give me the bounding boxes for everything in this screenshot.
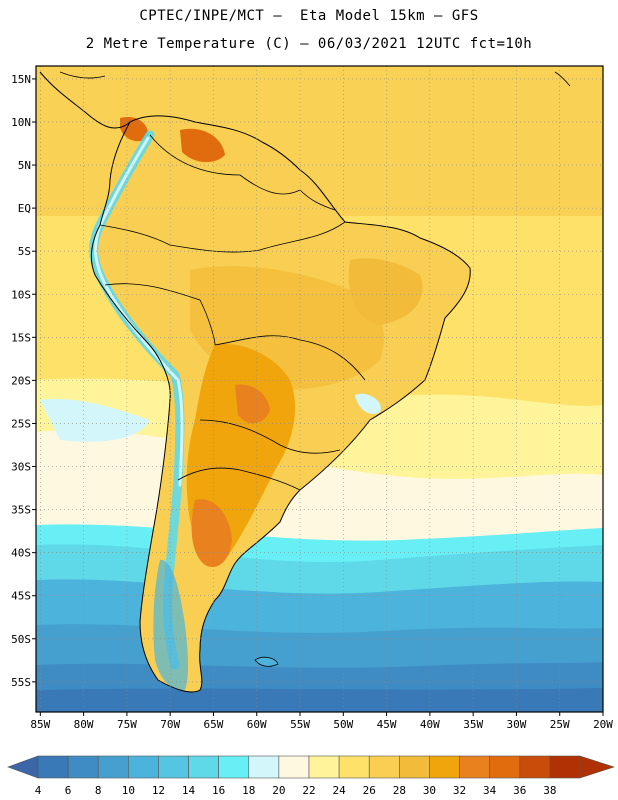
map-title-line-2: 2 Metre Temperature (C) – 06/03/2021 12U… — [85, 36, 533, 52]
colorbar-swatch — [67, 755, 99, 779]
colorbar-swatch — [429, 755, 460, 779]
country-borders — [99, 134, 366, 491]
falkland-islands — [254, 656, 279, 667]
caribbean-islands — [59, 71, 106, 79]
lat-label: 15S — [11, 331, 31, 344]
colorbar-label: 38 — [543, 784, 556, 797]
temperature-region-northeast-brazil — [348, 258, 423, 325]
lat-label: 40S — [11, 547, 31, 560]
lat-label: 15N — [11, 73, 31, 86]
central-america-coast — [39, 71, 131, 129]
graticule — [36, 66, 603, 712]
lon-label: 25W — [550, 718, 570, 731]
colorbar-swatch — [97, 755, 129, 779]
colorbar-swatch — [128, 755, 159, 779]
colorbar-swatch — [338, 755, 370, 779]
colorbar-label: 10 — [122, 784, 135, 797]
colorbar: 4 6 8 10 12 14 16 18 20 22 24 26 28 30 32 34 36 38 — [7, 755, 615, 797]
andes-snow-ridge — [94, 136, 184, 487]
colorbar-swatch — [459, 755, 490, 779]
colorbar-label: 16 — [212, 784, 225, 797]
colorbar-swatch — [308, 755, 340, 779]
map-frame — [35, 65, 604, 713]
temperature-region-pampas — [191, 499, 232, 568]
colorbar-swatch — [188, 755, 219, 779]
colorbar-label: 32 — [453, 784, 466, 797]
lat-label: 5S — [18, 245, 31, 258]
temperature-region-venezuela — [180, 128, 225, 163]
lat-label: 50S — [11, 633, 31, 646]
lon-label: 50W — [333, 718, 353, 731]
colorbar-swatch — [218, 755, 250, 779]
map-title-line-1: CPTEC/INPE/MCT – Eta Model 15km – GFS — [139, 8, 479, 24]
lon-label: 55W — [290, 718, 310, 731]
lon-label: 80W — [74, 718, 94, 731]
colorbar-label: 36 — [513, 784, 526, 797]
colorbar-label: 24 — [332, 784, 346, 797]
colorbar-swatch — [158, 755, 189, 779]
lon-label: 35W — [463, 718, 483, 731]
colorbar-label: 6 — [65, 784, 72, 797]
map-plot-area — [36, 66, 603, 712]
lat-label: 35S — [11, 504, 31, 517]
colorbar-swatch — [37, 755, 69, 779]
colorbar-label: 28 — [393, 784, 406, 797]
colorbar-swatch — [489, 755, 521, 779]
colorbar-label: 18 — [242, 784, 255, 797]
lesser-antilles — [554, 71, 571, 87]
lat-label: 25S — [11, 417, 31, 430]
colorbar-swatch — [368, 755, 400, 779]
colorbar-swatch — [399, 755, 430, 779]
temperature-region-colombia-north — [120, 116, 149, 142]
lat-label: 5N — [18, 159, 31, 172]
longitude-labels: 85W 80W 75W 70W 65W 60W 55W 50W 45W 40W 35W 30W 25W 2… — [30, 712, 613, 731]
colorbar-swatch — [278, 755, 310, 779]
temperature-region-mantiqueira — [355, 393, 381, 415]
colorbar-label: 20 — [272, 784, 285, 797]
colorbar-label: 14 — [182, 784, 196, 797]
colorbar-label: 4 — [35, 784, 42, 797]
lon-label: 75W — [117, 718, 137, 731]
southern-andes-cool — [153, 559, 189, 691]
lon-label: 45W — [377, 718, 397, 731]
lat-label: 10N — [11, 116, 31, 129]
colorbar-label: 34 — [483, 784, 497, 797]
colorbar-label: 26 — [363, 784, 376, 797]
lat-label: 45S — [11, 590, 31, 603]
colorbar-swatch — [248, 755, 280, 779]
lon-label: 70W — [160, 718, 180, 731]
lon-label: 40W — [420, 718, 440, 731]
colorbar-label: 12 — [152, 784, 165, 797]
lat-label: 30S — [11, 461, 31, 474]
lat-label: 10S — [11, 288, 31, 301]
temperature-region-paraguay — [235, 384, 270, 424]
temperature-patch-cool — [40, 399, 150, 442]
colorbar-label: 8 — [95, 784, 102, 797]
lon-label: 65W — [204, 718, 224, 731]
colorbar-high-arrow — [579, 755, 615, 779]
lon-label: 60W — [247, 718, 267, 731]
lat-label: 55S — [11, 676, 31, 689]
lat-label: 20S — [11, 374, 31, 387]
colorbar-label: 30 — [423, 784, 436, 797]
colorbar-swatch — [519, 755, 551, 779]
lon-label: 20W — [593, 718, 613, 731]
colorbar-swatch — [549, 755, 581, 779]
colorbar-low-arrow — [7, 755, 39, 779]
latitude-labels: 15N 10N 5N EQ 5S 10S 15S 20S 25S 30S 35S 40S 45S 50S 5… — [11, 73, 36, 689]
colorbar-label: 22 — [302, 784, 315, 797]
lon-label: 85W — [30, 718, 50, 731]
lat-label: EQ — [18, 202, 31, 215]
temperature-band-4 — [36, 688, 603, 712]
lon-label: 30W — [506, 718, 526, 731]
